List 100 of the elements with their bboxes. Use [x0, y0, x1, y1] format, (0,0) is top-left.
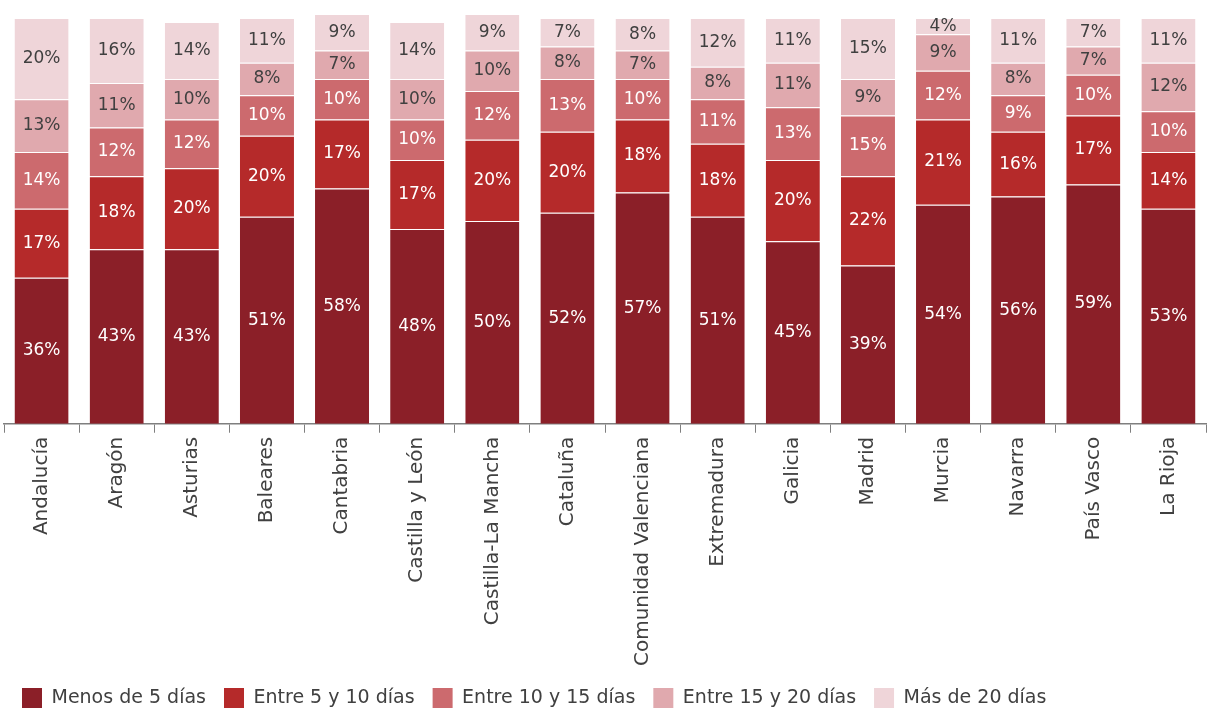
legend-label: Entre 15 y 20 días [682, 684, 857, 707]
data-label: 9% [929, 40, 957, 61]
x-tick-label: Comunidad Valenciana [628, 436, 653, 667]
data-label: 13% [773, 122, 812, 143]
data-label: 12% [172, 132, 211, 153]
data-label: 8% [553, 51, 581, 72]
data-label: 8% [253, 67, 281, 88]
x-tick-label: Cataluña [553, 436, 578, 527]
data-label: 8% [704, 71, 732, 92]
data-label: 14% [22, 168, 61, 189]
data-label: 45% [773, 320, 812, 341]
data-label: 20% [22, 47, 61, 68]
x-tick-label: Baleares [253, 436, 278, 524]
data-label: 9% [478, 20, 506, 41]
data-label: 48% [398, 314, 437, 335]
x-tick-label: Castilla y León [403, 436, 428, 583]
data-label: 16% [999, 152, 1038, 173]
data-label: 8% [1004, 67, 1032, 88]
legend-label: Entre 5 y 10 días [253, 684, 415, 707]
x-tick-label: Navarra [1004, 436, 1029, 517]
data-label: 20% [248, 164, 286, 185]
data-label: 11% [1149, 28, 1188, 49]
data-label: 10% [248, 103, 286, 124]
x-tick-label: La Rioja [1154, 436, 1179, 517]
data-label: 11% [773, 28, 812, 49]
x-tick-label: Castilla-La Mancha [478, 436, 503, 626]
data-label: 9% [328, 20, 356, 41]
data-label: 10% [323, 87, 361, 108]
data-label: 51% [698, 308, 737, 329]
data-label: 10% [623, 87, 662, 108]
data-label: 22% [849, 209, 887, 230]
data-label: 10% [172, 87, 211, 108]
data-label: 8% [629, 22, 657, 43]
data-label: 18% [97, 201, 136, 222]
x-tick-label: Galicia [779, 436, 804, 505]
data-label: 17% [323, 142, 361, 163]
data-label: 50% [473, 310, 512, 331]
data-label: 4% [929, 14, 957, 35]
data-label: 7% [629, 53, 657, 74]
data-label: 7% [328, 53, 356, 74]
data-label: 11% [248, 28, 286, 49]
data-label: 11% [999, 28, 1038, 49]
data-label: 14% [1149, 168, 1188, 189]
data-label: 14% [172, 38, 211, 59]
data-label: 12% [924, 83, 962, 104]
data-label: 10% [1149, 120, 1188, 141]
data-label: 17% [1074, 138, 1113, 159]
data-label: 10% [398, 87, 437, 108]
data-label: 11% [773, 73, 812, 94]
data-label: 9% [1004, 101, 1032, 122]
data-label: 7% [1079, 20, 1107, 41]
data-label: 15% [849, 134, 887, 155]
data-label: 51% [248, 308, 286, 329]
data-label: 7% [1079, 49, 1107, 70]
data-label: 20% [172, 197, 211, 218]
legend-label: Entre 10 y 15 días [462, 684, 636, 707]
x-tick-label: País Vasco [1079, 436, 1104, 541]
data-label: 21% [924, 150, 962, 171]
data-label: 53% [1149, 304, 1188, 325]
data-label: 56% [999, 298, 1038, 319]
x-tick-label: Asturias [178, 436, 203, 518]
data-label: 13% [548, 93, 587, 114]
data-label: 39% [849, 333, 887, 354]
data-label: 17% [398, 182, 437, 203]
data-label: 12% [698, 30, 737, 51]
data-label: 43% [172, 324, 211, 345]
x-tick-label: Madrid [854, 436, 879, 506]
data-label: 16% [97, 38, 136, 59]
x-tick-label: Cantabria [328, 436, 353, 535]
data-label: 12% [473, 103, 512, 124]
data-label: 10% [1074, 83, 1113, 104]
data-label: 9% [854, 85, 882, 106]
data-label: 12% [97, 140, 136, 161]
data-label: 11% [97, 93, 136, 114]
data-label: 14% [398, 38, 437, 59]
data-label: 10% [473, 59, 512, 80]
legend-label: Más de 20 días [903, 684, 1047, 707]
data-label: 11% [698, 109, 737, 130]
data-label: 54% [924, 302, 962, 323]
data-label: 43% [97, 324, 136, 345]
data-label: 58% [323, 294, 361, 315]
data-label: 13% [22, 113, 61, 134]
data-label: 15% [849, 36, 887, 57]
data-label: 17% [22, 231, 61, 252]
data-label: 12% [1149, 75, 1188, 96]
data-label: 10% [398, 128, 437, 149]
x-tick-label: Murcia [929, 436, 954, 504]
data-label: 20% [473, 168, 512, 189]
x-tick-label: Extremadura [703, 436, 728, 567]
data-label: 36% [22, 339, 61, 360]
x-tick-label: Andalucía [27, 436, 52, 536]
data-label: 7% [553, 20, 581, 41]
data-label: 57% [623, 296, 662, 317]
data-label: 18% [623, 144, 662, 165]
legend-label: Menos de 5 días [51, 684, 206, 707]
data-label: 20% [548, 160, 587, 181]
x-tick-label: Aragón [102, 436, 127, 509]
data-label: 18% [698, 168, 737, 189]
data-label: 59% [1074, 292, 1113, 313]
data-label: 20% [773, 189, 812, 210]
